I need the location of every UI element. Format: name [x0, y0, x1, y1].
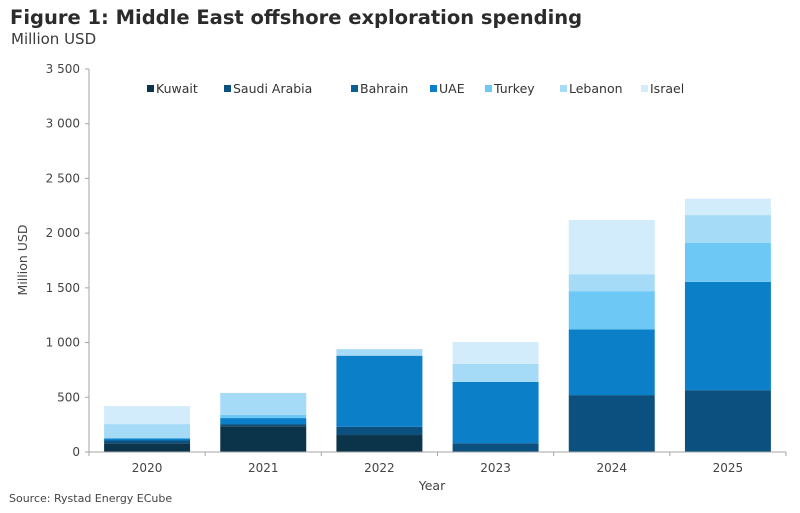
- bar-stack-2022: [336, 349, 423, 452]
- x-axis-title: Year: [418, 478, 446, 493]
- bar-segment-saudi-arabia-2023: [452, 443, 539, 452]
- legend-item-israel: Israel: [641, 81, 684, 96]
- bar-segment-lebanon-2023: [452, 363, 539, 382]
- y-tick-label: 2 000: [46, 226, 80, 240]
- bar-segment-israel-2024: [568, 220, 655, 275]
- legend-label: Saudi Arabia: [233, 81, 312, 96]
- y-axis-title: Million USD: [15, 225, 30, 296]
- legend-swatch: [485, 85, 492, 92]
- legend-item-turkey: Turkey: [485, 81, 535, 96]
- x-tick-label: 2022: [364, 461, 395, 475]
- legend-item-lebanon: Lebanon: [560, 81, 623, 96]
- bar-segment-turkey-2025: [684, 242, 771, 282]
- bar-segment-israel-2020: [104, 406, 191, 425]
- bar-stack-2025: [684, 198, 771, 452]
- y-tick-label: 0: [72, 445, 80, 459]
- legend-item-saudi-arabia: Saudi Arabia: [224, 81, 312, 96]
- bar-segment-turkey-2024: [568, 291, 655, 330]
- bar-segment-uae-2021: [220, 418, 307, 425]
- legend-label: Bahrain: [360, 81, 408, 96]
- bar-segment-lebanon-2024: [568, 274, 655, 292]
- bar-segment-kuwait-2022: [336, 435, 423, 452]
- bar-segment-israel-2025: [684, 198, 771, 216]
- x-tick-label: 2025: [713, 461, 744, 475]
- legend-label: Lebanon: [569, 81, 623, 96]
- y-tick-label: 500: [57, 390, 80, 404]
- bar-segment-saudi-arabia-2024: [568, 395, 655, 452]
- bar-segment-saudi-arabia-2020: [104, 440, 191, 444]
- bar-segment-lebanon-2022: [336, 349, 423, 356]
- bar-segment-saudi-arabia-2022: [336, 426, 423, 436]
- bar-stack-2024: [568, 220, 655, 452]
- legend-item-bahrain: Bahrain: [351, 81, 408, 96]
- legend-item-uae: UAE: [430, 81, 465, 96]
- legend-swatch: [560, 85, 567, 92]
- bar-segment-uae-2020: [104, 438, 191, 441]
- x-tick-label: 2024: [596, 461, 627, 475]
- bar-segment-lebanon-2021: [220, 392, 307, 415]
- bar-segment-uae-2024: [568, 329, 655, 396]
- bar-segment-kuwait-2020: [104, 443, 191, 452]
- legend-swatch: [641, 85, 648, 92]
- bar-segment-kuwait-2021: [220, 426, 307, 452]
- legend-swatch: [224, 85, 231, 92]
- bar-segment-lebanon-2020: [104, 424, 191, 439]
- legend-label: Israel: [650, 81, 684, 96]
- chart-title: Figure 1: Middle East offshore explorati…: [10, 6, 583, 29]
- bar-stack-2023: [452, 342, 539, 452]
- bar-segment-uae-2023: [452, 381, 539, 444]
- chart-subtitle: Million USD: [11, 30, 97, 48]
- legend-item-kuwait: Kuwait: [147, 81, 198, 96]
- legend-swatch: [430, 85, 437, 92]
- y-tick-label: 1 500: [46, 281, 80, 295]
- x-axis: 2020 2021 2022 2023 2024 2025: [88, 451, 787, 475]
- legend-label: UAE: [439, 81, 465, 96]
- bar-segment-turkey-2021: [220, 414, 307, 419]
- legend: Kuwait Saudi Arabia Bahrain UAE Turkey Lebano…: [147, 81, 684, 96]
- source-note: Source: Rystad Energy ECube: [9, 492, 173, 505]
- bar-stack-2021: [220, 392, 307, 452]
- y-tick-label: 3 000: [46, 117, 80, 131]
- x-tick-label: 2021: [248, 461, 279, 475]
- y-tick-label: 3 500: [46, 62, 80, 76]
- bar-segment-uae-2025: [684, 281, 771, 391]
- x-tick-label: 2020: [132, 461, 163, 475]
- legend-label: Turkey: [493, 81, 535, 96]
- bar-stack-2020: [104, 406, 191, 452]
- legend-swatch: [351, 85, 358, 92]
- x-tick-label: 2023: [480, 461, 511, 475]
- legend-swatch: [147, 85, 154, 92]
- y-tick-label: 1 000: [46, 336, 80, 350]
- bar-segment-saudi-arabia-2025: [684, 390, 771, 452]
- bar-segment-uae-2022: [336, 355, 423, 427]
- y-tick-label: 2 500: [46, 171, 80, 185]
- bar-segment-israel-2023: [452, 342, 539, 364]
- y-axis: 0 500 1 000 1 500 2 000 2 500 3 000 3 500: [46, 62, 90, 459]
- bars: [104, 198, 771, 452]
- bar-segment-lebanon-2025: [684, 215, 771, 243]
- legend-label: Kuwait: [156, 81, 198, 96]
- bar-segment-saudi-arabia-2021: [220, 424, 307, 427]
